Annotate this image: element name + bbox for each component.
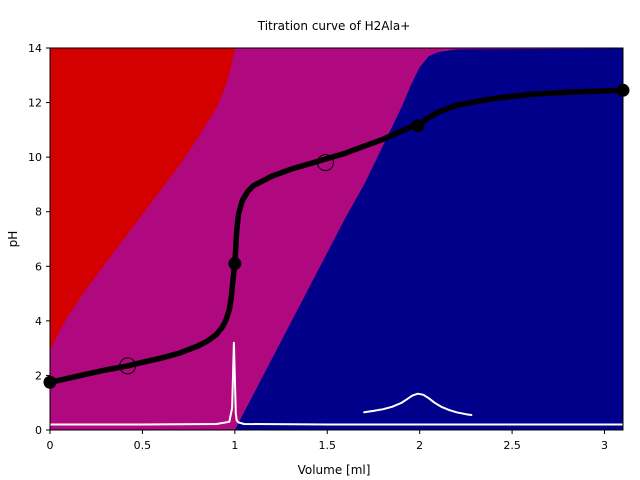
x-tick-label: 0.5 — [134, 439, 152, 452]
x-tick-label: 1.5 — [319, 439, 337, 452]
half-equivalence-marker — [316, 154, 334, 172]
region-1 — [50, 48, 235, 351]
derivative-peak-1 — [49, 341, 624, 426]
y-tick-label: 14 — [28, 42, 42, 55]
equivalence-point-marker — [411, 119, 425, 133]
y-tick-label: 12 — [28, 97, 42, 110]
x-tick-label: 0 — [47, 439, 54, 452]
y-tick-label: 2 — [35, 369, 42, 382]
x-tick-label: 1 — [231, 439, 238, 452]
y-tick-label: 10 — [28, 151, 42, 164]
equivalence-point-marker — [228, 257, 242, 271]
x-tick-label: 2.5 — [503, 439, 521, 452]
y-tick-label: 8 — [35, 206, 42, 219]
x-tick-label: 2 — [416, 439, 423, 452]
plot-frame — [49, 47, 624, 431]
plot-area — [43, 47, 630, 431]
half-equivalence-marker — [119, 357, 137, 375]
chart-title: Titration curve of H2Ala+ — [257, 19, 411, 33]
y-axis-title: pH — [6, 231, 20, 248]
x-axis-title: Volume [ml] — [298, 463, 371, 477]
y-tick-label: 0 — [35, 424, 42, 437]
x-tick-label: 3 — [601, 439, 608, 452]
y-tick-label: 4 — [35, 315, 42, 328]
derivative-peak-2 — [363, 392, 473, 416]
y-tick-label: 6 — [35, 260, 42, 273]
